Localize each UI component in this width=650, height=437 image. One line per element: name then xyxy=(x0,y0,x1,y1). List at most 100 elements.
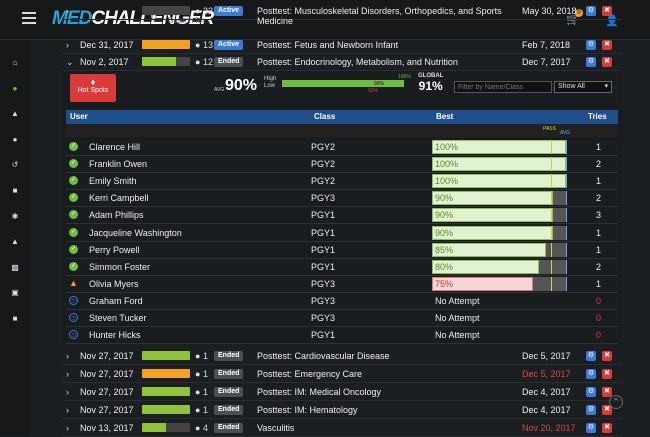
settings-icon[interactable]: ⚙ xyxy=(586,6,596,16)
test-row[interactable]: ⌄ Nov 2, 2017 ● 12 Ended Posttest: Endoc… xyxy=(62,54,622,71)
delete-icon[interactable]: ✖ xyxy=(602,405,612,415)
cart-icon[interactable]: 🛒 0 xyxy=(566,9,583,26)
user-name[interactable]: Simmon Foster xyxy=(89,261,151,272)
user-row[interactable]: ◷ Hunter Hicks PGY1 No Attempt 0 xyxy=(66,327,618,345)
test-title[interactable]: Posttest: Fetus and Newborn Infant xyxy=(257,40,399,50)
show-all-select[interactable]: Show All ▾ xyxy=(554,81,612,93)
hamburger-menu-icon[interactable] xyxy=(22,12,36,24)
user-row[interactable]: ✓ Simmon Foster PGY1 80% 2 xyxy=(66,259,618,276)
user-row[interactable]: ✓ Kerri Campbell PGY3 90% 2 xyxy=(66,190,618,208)
user-name[interactable]: Adam Phillips xyxy=(89,210,144,221)
chevron-right-icon[interactable]: › xyxy=(66,40,69,50)
user-row[interactable]: ◷ Graham Ford PGY3 No Attempt 0 xyxy=(66,293,618,310)
test-row[interactable]: › Dec 31, 2017 ● 13 Active Posttest: Fet… xyxy=(62,37,622,54)
user-name[interactable]: Emily Smith xyxy=(89,176,137,187)
test-title[interactable]: Posttest: Emergency Care xyxy=(257,369,363,379)
trophy-icon[interactable]: ▲ xyxy=(11,237,19,247)
chevron-down-icon[interactable]: ⌄ xyxy=(66,57,74,67)
user-name[interactable]: Clarence Hill xyxy=(89,142,141,152)
test-row[interactable]: › Nov 27, 2017 ● 1 Ended Posttest: Emerg… xyxy=(62,366,622,383)
user-name[interactable]: Steven Tucker xyxy=(89,313,147,323)
home-icon[interactable]: ⌂ xyxy=(12,58,18,67)
ambulance-icon[interactable]: ■ xyxy=(12,314,18,323)
test-row[interactable]: › Nov 27, 2017 ● 1 Ended Posttest: Cardi… xyxy=(62,348,622,365)
user-row[interactable]: ✓ Perry Powell PGY1 85% 1 xyxy=(66,242,618,259)
user-name[interactable]: Franklin Owen xyxy=(89,159,148,170)
comment-icon[interactable]: ■ xyxy=(12,186,18,195)
users-icon[interactable]: ● xyxy=(12,83,18,93)
chevron-right-icon[interactable]: › xyxy=(66,351,69,361)
clock-icon: ◷ xyxy=(69,295,78,305)
check-icon: ✓ xyxy=(69,244,78,254)
user-icon[interactable]: 👤 xyxy=(605,15,619,27)
delete-icon[interactable]: ✖ xyxy=(602,369,612,379)
test-row[interactable]: › Nov 27, 2017 ● 1 Ended Posttest: IM: H… xyxy=(62,402,622,419)
chevron-right-icon[interactable]: › xyxy=(66,405,69,415)
settings-icon[interactable]: ⚙ xyxy=(586,405,596,415)
col-user[interactable]: User xyxy=(70,112,88,121)
user-row[interactable]: ▲ Olivia Myers PGY3 75% 1 xyxy=(66,276,618,293)
delete-icon[interactable]: ✖ xyxy=(602,40,612,50)
test-title[interactable]: Posttest: IM: Hematology xyxy=(257,405,358,415)
check-icon: ✓ xyxy=(69,210,78,220)
user-icon: ● xyxy=(195,6,201,16)
user-name[interactable]: Hunter Hicks xyxy=(89,330,141,341)
bell-icon[interactable]: ● xyxy=(12,134,18,144)
user-row[interactable]: ✓ Adam Phillips PGY1 90% 3 xyxy=(66,207,618,225)
test-title[interactable]: Posttest: Endocrinology, Metabolism, and… xyxy=(257,57,458,67)
test-row[interactable]: › Nov 27, 2017 ● 1 Ended Posttest: IM: M… xyxy=(62,384,622,401)
user-name[interactable]: Olivia Myers xyxy=(89,278,139,289)
delete-icon[interactable]: ✖ xyxy=(602,57,612,67)
test-title[interactable]: Vasculitis xyxy=(257,423,295,433)
user-row[interactable]: ◷ Steven Tucker PGY3 No Attempt 0 xyxy=(66,310,618,327)
user-name[interactable]: Perry Powell xyxy=(89,244,140,255)
user-name[interactable]: Jacqueline Washington xyxy=(89,227,182,238)
status-badge: Ended xyxy=(214,351,244,361)
chevron-right-icon[interactable]: › xyxy=(66,423,69,433)
filter-input[interactable] xyxy=(454,81,552,93)
delete-icon[interactable]: ✖ xyxy=(602,351,612,361)
participant-count: ● 1 xyxy=(195,351,208,361)
test-date: Dec 31, 2017 xyxy=(80,40,134,50)
settings-icon[interactable]: ⚙ xyxy=(586,57,596,67)
settings-icon[interactable]: ⚙ xyxy=(586,423,596,433)
history-icon[interactable]: ↺ xyxy=(11,160,19,170)
settings-icon[interactable]: ⚙ xyxy=(586,351,596,361)
col-tries[interactable]: Tries xyxy=(588,112,607,121)
status-badge: Ended xyxy=(214,387,244,397)
wrench-icon[interactable]: ✱ xyxy=(11,211,19,221)
user-name[interactable]: Kerri Campbell xyxy=(89,193,149,204)
chevron-right-icon[interactable]: › xyxy=(66,369,69,379)
test-row[interactable]: › ● 32 Active Posttest: Musculoskeletal … xyxy=(62,3,622,26)
user-row[interactable]: ✓ Emily Smith PGY2 100% 1 xyxy=(66,173,618,191)
chevron-right-icon[interactable]: › xyxy=(66,387,69,397)
test-row[interactable]: › Nov 13, 2017 ● 4 Ended Vasculitis Nov … xyxy=(62,420,622,437)
cart-icon[interactable]: ▣ xyxy=(11,288,19,298)
check-icon: ✓ xyxy=(69,261,78,271)
user-row[interactable]: ✓ Jacqueline Washington PGY1 90% 1 xyxy=(66,225,618,242)
user-row[interactable]: ✓ Clarence Hill PGY2 100% 1 xyxy=(66,139,618,156)
scroll-top-icon[interactable]: ⌃ xyxy=(609,395,623,409)
settings-icon[interactable]: ⚙ xyxy=(586,387,596,397)
test-title[interactable]: Posttest: Musculoskeletal Disorders, Ort… xyxy=(257,6,502,26)
tries-count: 2 xyxy=(596,193,602,204)
id-card-icon[interactable]: ▩ xyxy=(11,262,19,272)
hot-spots-button[interactable]: ♦ Hot Spots xyxy=(70,74,116,102)
user-name[interactable]: Graham Ford xyxy=(89,295,143,306)
user-class: PGY3 xyxy=(311,313,336,323)
delete-icon[interactable]: ✖ xyxy=(602,387,612,397)
status-badge: Ended xyxy=(214,57,244,67)
settings-icon[interactable]: ⚙ xyxy=(586,369,596,379)
delete-icon[interactable]: ✖ xyxy=(602,6,612,16)
chevron-right-icon[interactable]: › xyxy=(66,6,69,16)
test-title[interactable]: Posttest: Cardiovascular Disease xyxy=(257,351,390,361)
search-input[interactable] xyxy=(168,12,238,28)
graduation-cap-icon[interactable]: ▲ xyxy=(11,109,19,119)
test-title[interactable]: Posttest: IM: Medical Oncology xyxy=(257,387,382,397)
user-row[interactable]: ✓ Franklin Owen PGY2 100% 2 xyxy=(66,156,618,174)
delete-icon[interactable]: ✖ xyxy=(602,423,612,433)
settings-icon[interactable]: ⚙ xyxy=(586,40,596,50)
col-class[interactable]: Class xyxy=(314,112,336,121)
col-best[interactable]: Best xyxy=(436,112,454,121)
check-icon: ✓ xyxy=(69,159,78,169)
